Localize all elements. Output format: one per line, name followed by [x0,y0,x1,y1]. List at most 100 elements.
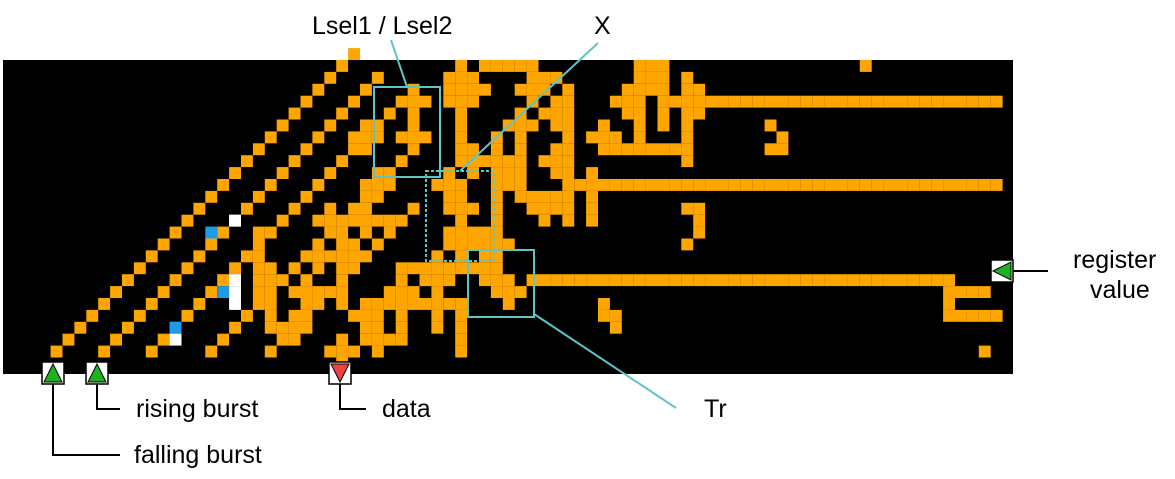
wire-cell [395,309,408,322]
wire-cell [586,274,598,287]
wire-cell [764,119,777,132]
wire-cell [145,298,158,310]
wire-cell [621,274,634,287]
wire-cell [490,190,503,203]
wire-cell [110,286,122,298]
wire-cell [598,309,610,322]
lsel-label: Lsel1 / Lsel2 [312,12,453,40]
wire-cell [264,226,277,239]
wire-cell [300,143,313,156]
wire-cell [502,167,515,179]
wire-cell [621,143,634,156]
wire-cell [526,190,539,203]
wire-cell [431,274,444,287]
wire-cell [943,179,955,191]
wire-cell [598,274,610,287]
wire-cell [443,202,456,215]
wire-cell [324,71,337,84]
wire-cell [348,202,360,215]
wire-cell [776,95,789,108]
wire-cell [586,214,598,227]
wire-cell [586,167,598,179]
white-cell [169,333,182,346]
wire-cell [443,179,456,191]
wire-cell [824,274,836,287]
wire-cell [300,250,313,263]
wire-cell [86,309,99,322]
wire-cell [407,83,420,96]
wire-cell [776,179,789,191]
wire-cell [312,131,325,144]
wire-cell [693,107,706,120]
wire-cell [479,250,491,263]
wire-cell [871,179,884,191]
wire-cell [360,131,372,144]
wire-cell [264,298,277,310]
wire-cell [955,179,967,191]
wire-cell [514,155,527,168]
wire-cell [252,274,265,287]
wire-cell [776,274,789,287]
falling-burst-label: falling burst [134,441,262,469]
wire-cell [300,286,313,298]
wire-cell [978,345,991,358]
wire-cell [919,274,932,287]
wire-cell [443,83,456,96]
wire-cell [514,286,527,298]
wire-cell [205,190,218,203]
wire-cell [264,286,277,298]
wire-cell [74,321,87,334]
wire-cell [562,202,575,215]
tr-leader-line [533,313,677,409]
wire-cell [490,250,503,263]
wire-cell [598,179,610,191]
wire-cell [550,202,563,215]
wire-cell [764,274,777,287]
wire-cell [966,179,979,191]
wire-cell [538,107,551,120]
wire-cell [859,274,872,287]
register-value-port [990,259,1014,283]
wire-cell [145,250,158,263]
wire-cell [407,286,420,298]
wire-cell [360,143,372,156]
wire-cell [467,95,479,108]
wire-cell [752,179,765,191]
wire-cell [550,190,563,203]
wire-cell [764,95,777,108]
wire-cell [371,167,384,179]
wire-cell [336,155,349,168]
wire-cell [550,95,563,108]
wire-cell [324,226,337,239]
wire-cell [205,238,218,251]
wire-cell [383,214,396,227]
wire-cell [645,143,658,156]
wire-cell [907,179,920,191]
wire-cell [324,286,337,298]
wire-cell [252,298,265,310]
wire-cell [526,202,539,215]
wire-cell [300,309,313,322]
wire-cell [443,95,456,108]
wire-cell [241,202,253,215]
wire-cell [443,167,456,179]
wire-cell [276,321,289,334]
wire-cell [645,179,658,191]
wire-cell [907,274,920,287]
wire-cell [312,250,325,263]
wire-cell [467,262,479,275]
wire-cell [681,107,694,120]
white-cell [229,286,241,298]
wire-cell [443,298,456,310]
wire-cell [514,131,527,144]
wire-cell [157,333,170,346]
wire-cell [181,214,194,227]
wire-cell [550,143,563,156]
wire-cell [336,286,349,298]
wire-cell [300,321,313,334]
wire-cell [193,202,206,215]
wire-cell [550,71,563,84]
wire-cell [455,71,468,84]
wire-cell [407,143,420,156]
wire-cell [312,238,325,251]
